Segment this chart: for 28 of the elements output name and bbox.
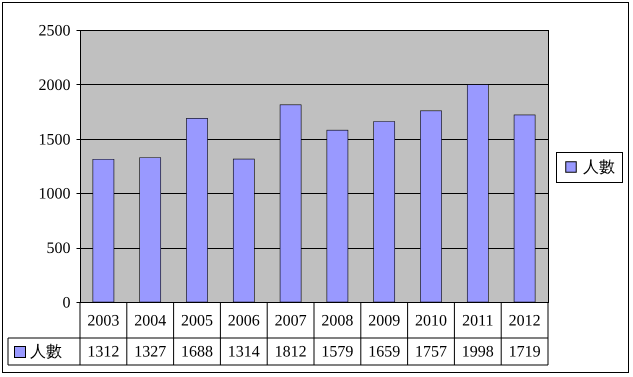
x-tick-label: 2006: [228, 312, 260, 330]
y-tick-label: 1000: [38, 186, 70, 203]
data-label: 1812: [274, 344, 307, 360]
x-tick-label: 2004: [134, 312, 166, 330]
legend-label: 人數: [583, 159, 615, 176]
data-label: 1327: [134, 344, 166, 360]
x-tick-label: 2008: [321, 312, 354, 330]
data-label: 1659: [368, 344, 400, 360]
x-tick-label: 2011: [462, 312, 494, 330]
x-tick-label: 2003: [87, 312, 120, 330]
x-tick-label: 2012: [508, 312, 541, 330]
y-tick-label: 2000: [38, 76, 70, 94]
data-label: 1312: [87, 344, 120, 360]
data-label: 1579: [321, 344, 354, 360]
y-tick-label: 2500: [38, 22, 70, 40]
data-label: 1757: [415, 344, 447, 360]
x-tick-label: 2009: [368, 312, 400, 330]
y-tick-label: 500: [46, 240, 70, 258]
text: 人數: [30, 344, 62, 360]
data-label: 1688: [181, 344, 213, 360]
data-label: 1719: [508, 344, 541, 360]
x-tick-label: 2010: [415, 312, 447, 330]
data-label: 1314: [228, 344, 260, 360]
y-tick-label: 1500: [38, 131, 70, 148]
x-tick-label: 2007: [274, 312, 307, 330]
x-tick-label: 2005: [181, 312, 213, 330]
data-label: 1998: [462, 344, 494, 360]
y-tick-label: 0: [62, 294, 70, 312]
